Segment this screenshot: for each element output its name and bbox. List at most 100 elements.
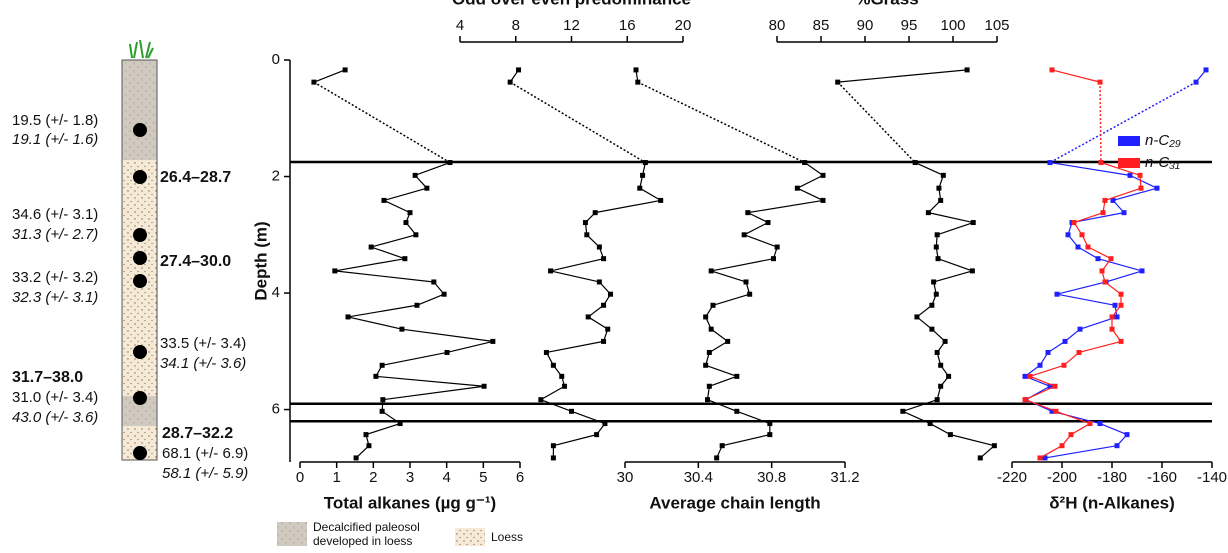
data-point [1085,244,1091,250]
data-point [936,185,942,191]
data-point [1022,397,1028,403]
line-segment [550,270,600,283]
data-point [402,256,408,262]
data-point [342,67,348,73]
legend-swatch [1118,158,1140,168]
data-point [745,210,751,216]
line-segment [937,258,973,272]
x-axis-title: Average chain length [649,493,820,512]
data-point [516,67,522,73]
data-point [705,397,710,403]
line-segment [1070,423,1091,436]
age-range: 27.4–30.0 [160,253,231,270]
x-tick-label: 16 [619,17,636,34]
stratigraphic-column: 19.5 (+/- 1.8) 19.1 (+/- 1.6) 26.4–28.7 … [12,39,248,482]
data-point [767,432,773,438]
line-segment [595,199,661,214]
data-point [900,408,906,414]
data-point [353,455,359,461]
x-tick-label: 95 [901,17,918,34]
x-tick-label: 100 [940,17,965,34]
line-segment [1087,246,1112,260]
x-tick-label: -160 [1147,469,1177,486]
x-tick-label: 90 [857,17,874,34]
line-segment [540,385,565,401]
data-point [1037,455,1043,461]
data-point [424,185,430,191]
data-point [710,302,716,308]
line-segment [711,258,774,272]
data-point [543,349,549,355]
data-point [1097,421,1103,427]
data-point [658,197,664,203]
data-point [708,268,714,274]
data-point [380,397,386,403]
x-tick-label: 30 [617,469,634,486]
x-tick-label: 2 [369,469,377,486]
line-segment [709,340,728,353]
data-point [929,302,935,308]
data-point [605,326,611,332]
data-point [1097,79,1103,85]
data-point [774,244,780,250]
data-point [1037,362,1043,368]
line-segment [540,399,572,412]
data-point [1054,291,1060,297]
series [633,67,826,461]
data-point [741,232,747,238]
data-point [933,244,939,250]
data-point [642,160,648,166]
data-point [1098,160,1104,166]
line-segment [587,316,609,330]
connector-dotted [313,81,451,164]
data-point [559,373,565,379]
legend-swatch [277,522,307,546]
line-segment [1039,445,1063,459]
series [1022,67,1144,461]
y-tick-label: 6 [272,401,280,418]
line-segment [1056,281,1107,295]
age-range: 28.7–32.2 [162,425,233,442]
data-point [977,455,983,461]
data-point [311,79,317,85]
column-legend: Decalcified paleosol developed in loess … [277,520,523,548]
age-label: 33.5 (+/- 3.4) [160,335,246,352]
data-point [585,314,591,320]
age-label: 31.3 (+/- 2.7) [12,226,98,243]
connector-dotted [1049,81,1197,164]
data-point [1110,197,1116,203]
data-point [991,443,997,449]
data-point [538,397,544,403]
data-point [379,408,385,414]
data-point [835,79,841,85]
data-point [1087,421,1093,427]
line-segment [383,199,411,214]
data-point [582,220,588,226]
legend-swatch [1118,136,1140,146]
line-segment [743,234,778,248]
line-segment [382,351,448,366]
data-point [1109,314,1115,320]
data-point [414,302,420,308]
data-point [925,210,931,216]
series [1022,67,1209,461]
line-segment [347,304,418,318]
data-point [940,172,946,178]
data-point [637,185,643,191]
age-label: 31.0 (+/- 3.4) [12,389,98,406]
data-point [1022,373,1028,379]
data-point [403,220,409,226]
legend-label: Loess [491,530,523,544]
data-point [596,279,602,285]
connector-dotted [1099,82,1102,163]
data-point [601,338,607,344]
data-point [1154,185,1160,191]
line-segment [902,399,938,412]
data-point [1099,268,1105,274]
data-point [935,256,941,262]
data-point [1108,256,1114,262]
age-range: 31.7–38.0 [12,369,83,386]
data-point [802,160,808,166]
line-segment [571,410,606,425]
x-tick-label: -200 [1047,469,1077,486]
